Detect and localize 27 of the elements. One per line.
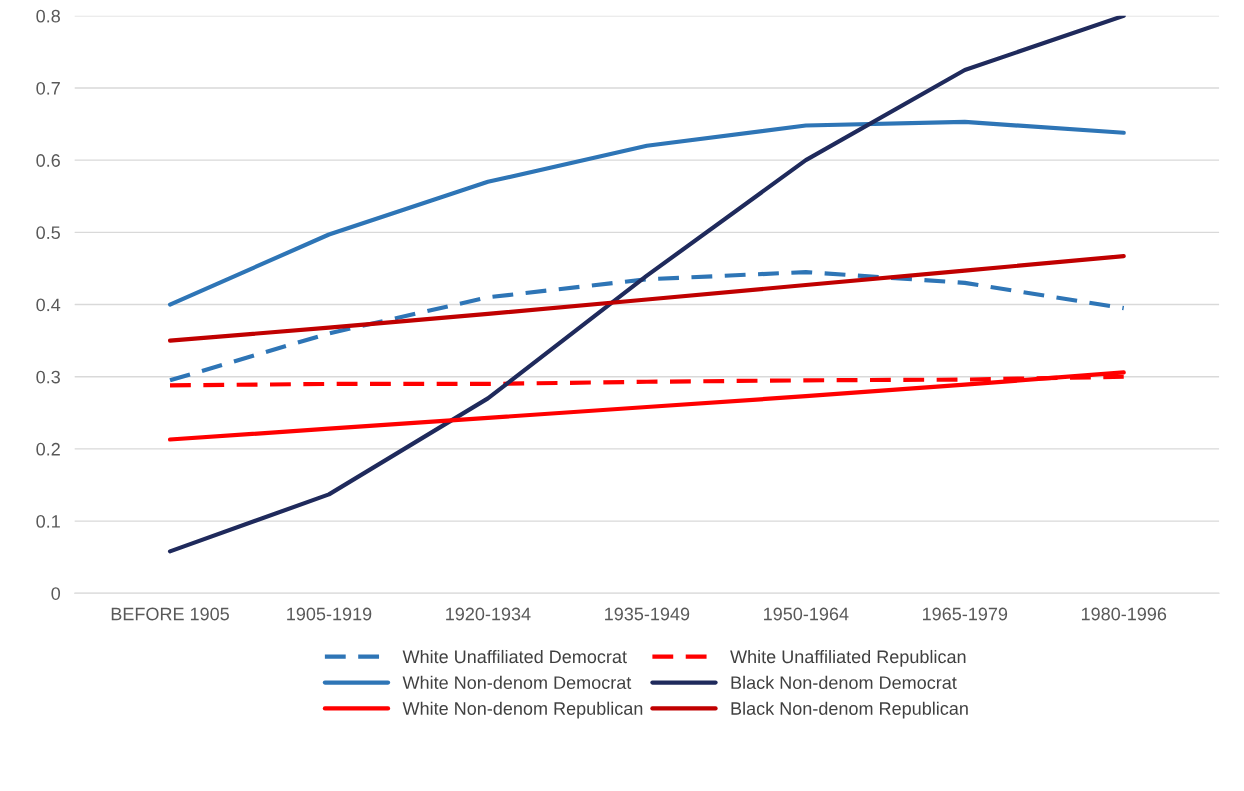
line-series bbox=[167, 269, 1126, 383]
y-tick-label: 0.2 bbox=[36, 442, 60, 456]
y-tick-label: 0.7 bbox=[36, 81, 60, 95]
line-series bbox=[167, 119, 1126, 307]
y-tick-label: 0 bbox=[51, 587, 61, 600]
y-tick-label: 0.5 bbox=[36, 226, 60, 240]
legend-label: White Unaffiliated Republican bbox=[730, 649, 966, 667]
y-tick-label: 0.1 bbox=[36, 515, 60, 528]
x-tick-label: 1950-1964 bbox=[764, 607, 849, 621]
y-tick-label: 0.3 bbox=[36, 370, 60, 384]
x-tick-label: BEFORE 1905 bbox=[111, 607, 229, 621]
x-tick-label: 1965-1979 bbox=[923, 607, 1008, 621]
legend-label: White Non-denom Republican bbox=[402, 701, 643, 719]
line-series bbox=[167, 254, 1126, 343]
y-tick-label: 0.4 bbox=[36, 298, 61, 312]
line-series bbox=[167, 15, 1126, 554]
line-series bbox=[167, 370, 1126, 442]
x-tick-label: 1920-1934 bbox=[446, 607, 531, 621]
x-tick-label: 1980-1996 bbox=[1081, 607, 1167, 621]
legend-label: Black Non-denom Democrat bbox=[731, 675, 957, 690]
y-tick-label: 0.8 bbox=[36, 9, 60, 23]
y-tick-label: 0.6 bbox=[36, 154, 60, 167]
x-tick-label: 1935-1949 bbox=[605, 607, 690, 621]
legend-label: White Unaffiliated Democrat bbox=[402, 649, 627, 664]
legend-label: White Non-denom Democrat bbox=[402, 675, 632, 690]
legend-label: Black Non-denom Republican bbox=[731, 701, 968, 719]
x-tick-label: 1905-1919 bbox=[287, 607, 372, 621]
